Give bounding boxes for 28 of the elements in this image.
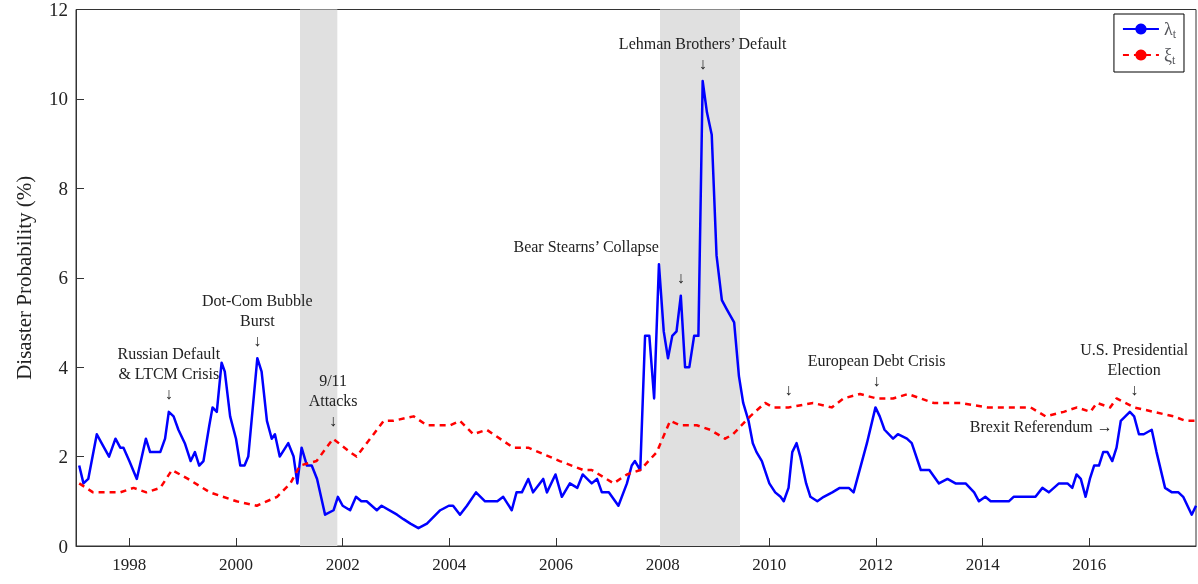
annotation: Russian Default & LTCM Crisis ↓ xyxy=(117,345,221,403)
y-tick-label: 6 xyxy=(58,267,68,289)
x-tick-label: 1998 xyxy=(112,555,147,574)
y-tick-label: 4 xyxy=(58,356,69,378)
x-tick-label: 2002 xyxy=(325,555,360,574)
annotation: European Debt Crisis ↓ xyxy=(807,351,946,389)
y-tick-label: 8 xyxy=(58,177,68,199)
annotation: ↓ xyxy=(676,269,685,287)
x-tick-label: 2010 xyxy=(752,555,787,574)
y-tick-label: 12 xyxy=(49,0,68,20)
y-axis-title: Disaster Probability (%) xyxy=(11,175,36,380)
x-tick-label: 2006 xyxy=(539,555,573,574)
x-tick-label: 2012 xyxy=(859,555,893,574)
x-tick-label: 2004 xyxy=(432,555,467,574)
x-tick-label: 2000 xyxy=(219,555,253,574)
y-tick-label: 0 xyxy=(58,535,68,557)
annotation: U.S. Presidential Election ↓ xyxy=(1080,340,1189,398)
annotation: ↓ xyxy=(784,380,793,398)
x-tick-label: 2016 xyxy=(1072,555,1107,574)
y-tick-label: 2 xyxy=(58,446,68,468)
annotation: Lehman Brothers’ Default ↓ xyxy=(618,34,788,72)
annotation: 9/11 Attacks ↓ xyxy=(308,372,358,430)
x-tick-label: 2008 xyxy=(645,555,680,574)
annotation: Bear Stearns’ Collapse xyxy=(513,237,659,256)
y-tick-label: 10 xyxy=(49,88,68,110)
x-tick-label: 2014 xyxy=(965,555,1001,574)
annotation: Brexit Referendum → xyxy=(969,418,1113,436)
line-series xyxy=(77,79,1198,530)
